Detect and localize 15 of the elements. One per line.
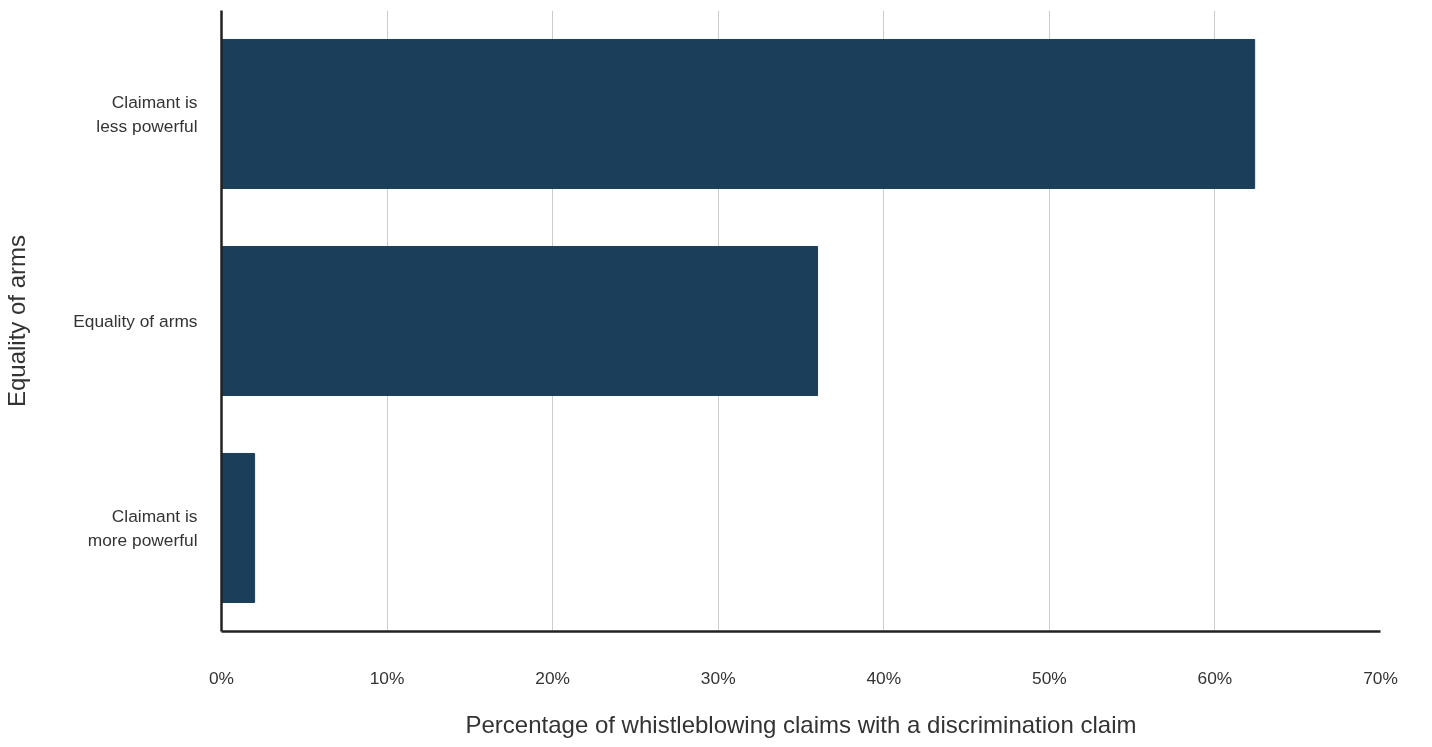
bar — [221, 245, 819, 397]
x-tick-label: 10% — [369, 667, 405, 688]
x-tick-label: 0% — [208, 667, 235, 688]
x-tick-label: 40% — [866, 667, 902, 688]
y-tick-label: Claimant is more powerful — [87, 506, 198, 550]
x-tick-label: 20% — [535, 667, 570, 688]
y-tick-label: Equality of arms — [73, 311, 198, 331]
x-tick-label: 30% — [700, 667, 736, 688]
x-tick-label: 60% — [1197, 667, 1233, 688]
x-axis-title: Percentage of whistleblowing claims with a discrimination claim — [465, 710, 1137, 738]
x-tick-label: 70% — [1363, 667, 1398, 688]
y-tick-label: Claimant is less powerful — [96, 92, 198, 136]
x-tick-label: 50% — [1032, 667, 1067, 688]
bar — [221, 452, 256, 604]
bar — [221, 38, 1256, 190]
